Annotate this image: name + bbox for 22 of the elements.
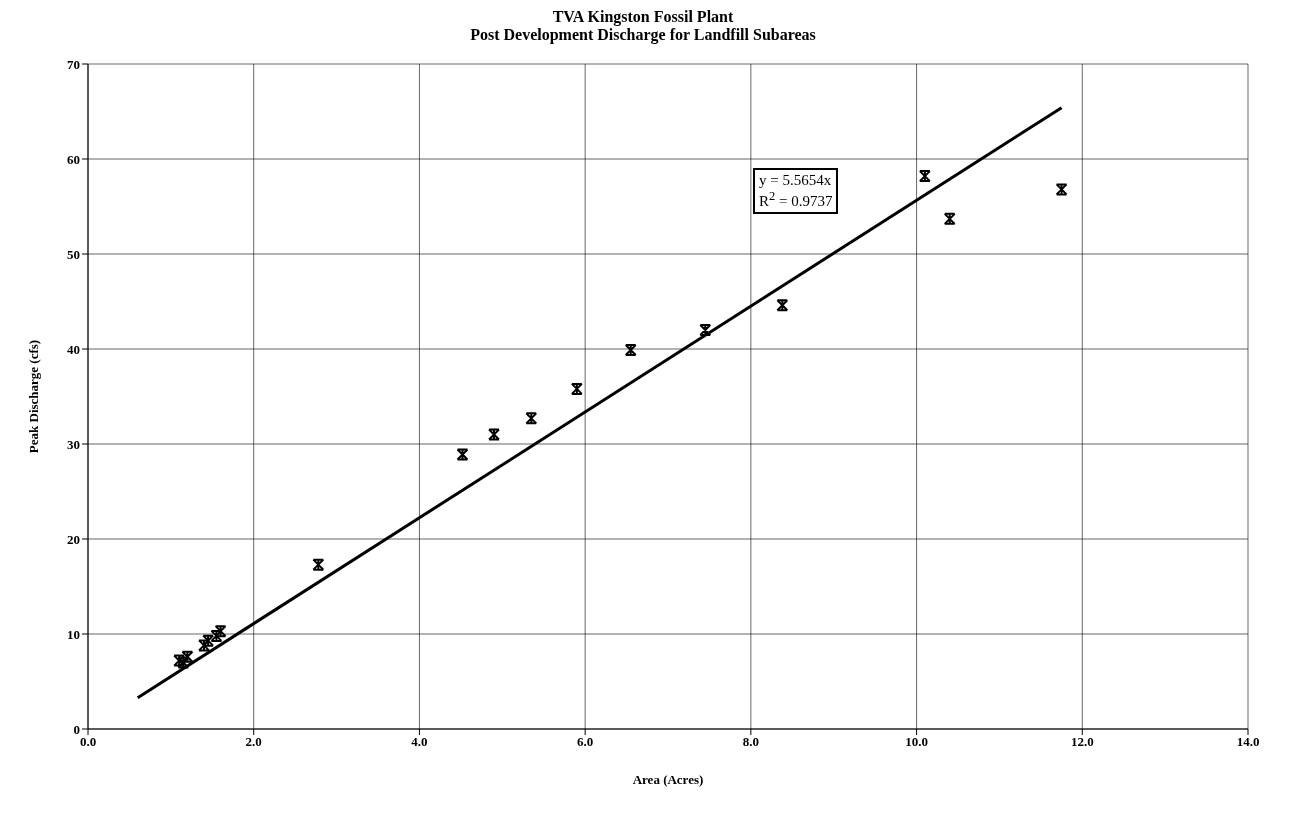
x-tick-label: 0.0 bbox=[79, 734, 97, 750]
x-tick-label: 6.0 bbox=[577, 734, 594, 750]
x-tick-label: 4.0 bbox=[411, 734, 428, 750]
x-axis-title: Area (Acres) bbox=[632, 772, 704, 787]
y-tick-label: 10 bbox=[67, 626, 80, 642]
y-axis-title: Peak Discharge (cfs) bbox=[25, 339, 41, 454]
y-tick-label: 60 bbox=[67, 151, 80, 167]
y-tick-label: 20 bbox=[67, 531, 80, 547]
y-tick-label: 50 bbox=[67, 246, 80, 262]
annotation: y = 5.5654x bbox=[759, 172, 833, 189]
x-tick-label: 12.0 bbox=[1070, 734, 1094, 750]
x-tick-label: 8.0 bbox=[742, 734, 759, 750]
y-tick-label: 70 bbox=[67, 56, 80, 72]
y-tick-label: 30 bbox=[67, 436, 80, 452]
chart-title: TVA Kingston Fossil Plant bbox=[551, 8, 735, 26]
y-tick-label: 40 bbox=[67, 341, 80, 357]
annotation: R$^{2}$ = 0.9737 bbox=[759, 189, 833, 210]
x-tick-label: 10.0 bbox=[905, 734, 928, 750]
x-tick-label: 14.0 bbox=[1236, 734, 1260, 750]
x-tick-label: 2.0 bbox=[245, 734, 262, 750]
y-tick-label: 0 bbox=[73, 721, 80, 737]
chart-subtitle: Post Development Discharge for Landfill Subareas bbox=[469, 26, 817, 44]
